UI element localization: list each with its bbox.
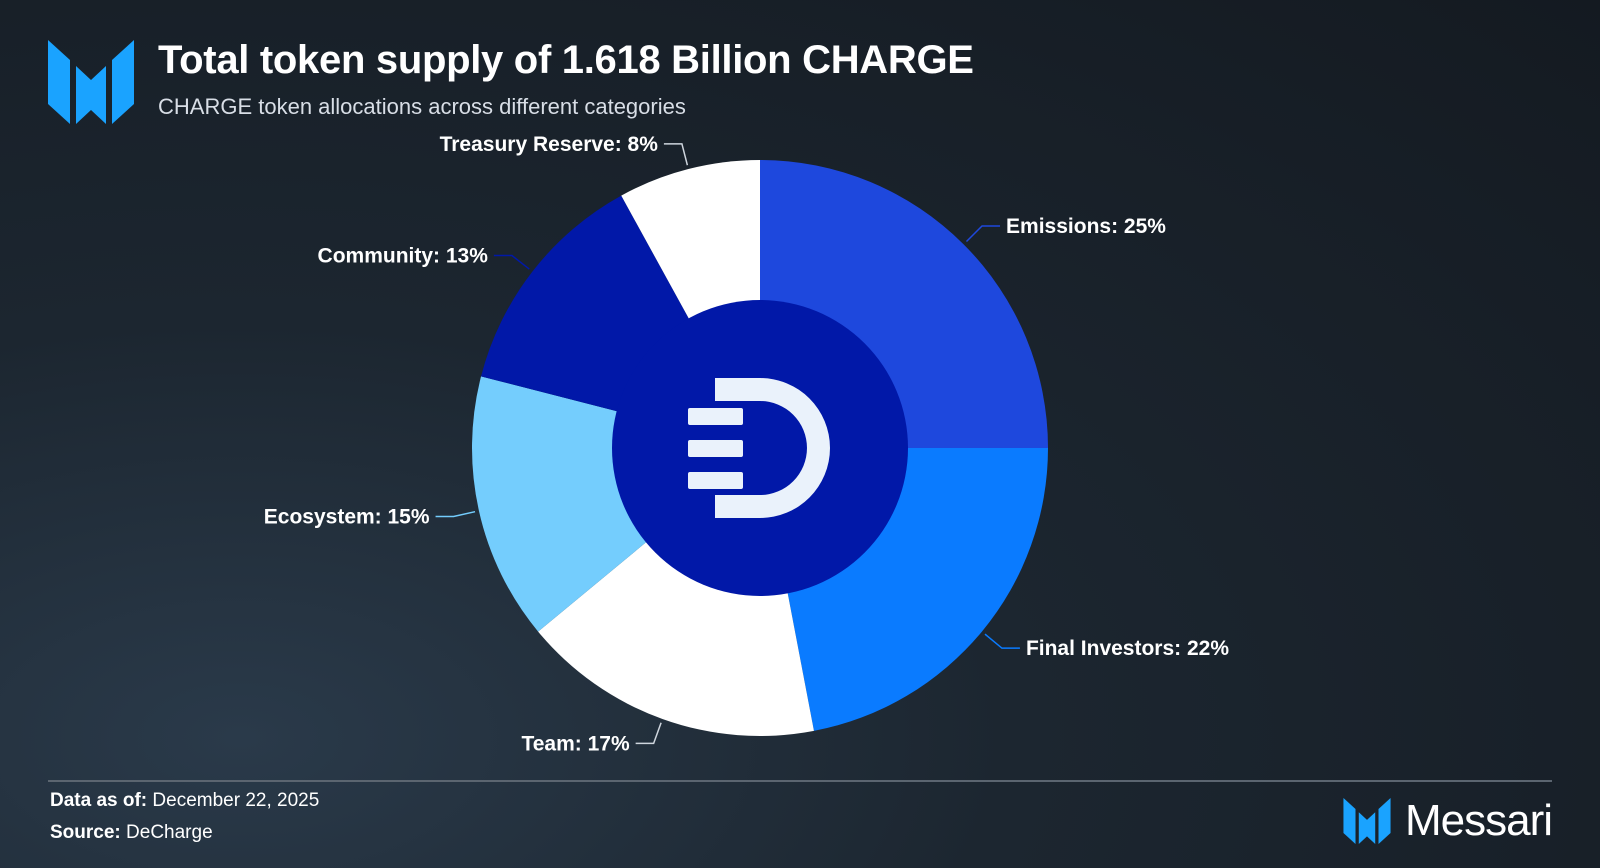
slice-labels: Emissions: 25% Final Investors: 22% Team: … [264,133,1230,756]
leader-line-3 [635,722,662,745]
slice-label-2: Final Investors: 22% [1026,637,1229,660]
center-disc [612,300,908,596]
leader-line-4 [435,510,476,518]
data-as-of-label: Data as of: [50,790,148,811]
messari-brand-icon [1343,798,1391,844]
source-label: Source: [50,822,121,843]
data-as-of: Data as of: December 22, 2025 [50,790,319,812]
decharge-logo-icon [688,378,830,518]
slice-label-5: Community: 13% [318,245,489,268]
chart-title: Total token supply of 1.618 Billion CHAR… [158,38,974,82]
leader-line-6 [663,143,689,166]
source: Source: DeCharge [50,822,213,844]
footer-divider [48,780,1552,782]
slice-label-6: Treasury Reserve: 8% [440,133,659,156]
leader-line-5 [493,254,530,270]
slice-label-3: Team: 17% [521,732,629,755]
messari-brand: Messari [1343,796,1553,846]
messari-wordmark: Messari [1404,796,1553,845]
data-as-of-value: December 22, 2025 [152,790,320,811]
slice-label-4: Ecosystem: 15% [264,505,430,528]
messari-logo-icon [48,40,134,124]
chart-subtitle: CHARGE token allocations across differen… [158,94,686,119]
slice-label-1: Emissions: 25% [1006,215,1166,238]
leader-line-2 [984,633,1020,649]
label-leader-lines [435,143,1020,745]
leader-line-1 [965,225,1001,243]
source-value: DeCharge [126,822,213,843]
